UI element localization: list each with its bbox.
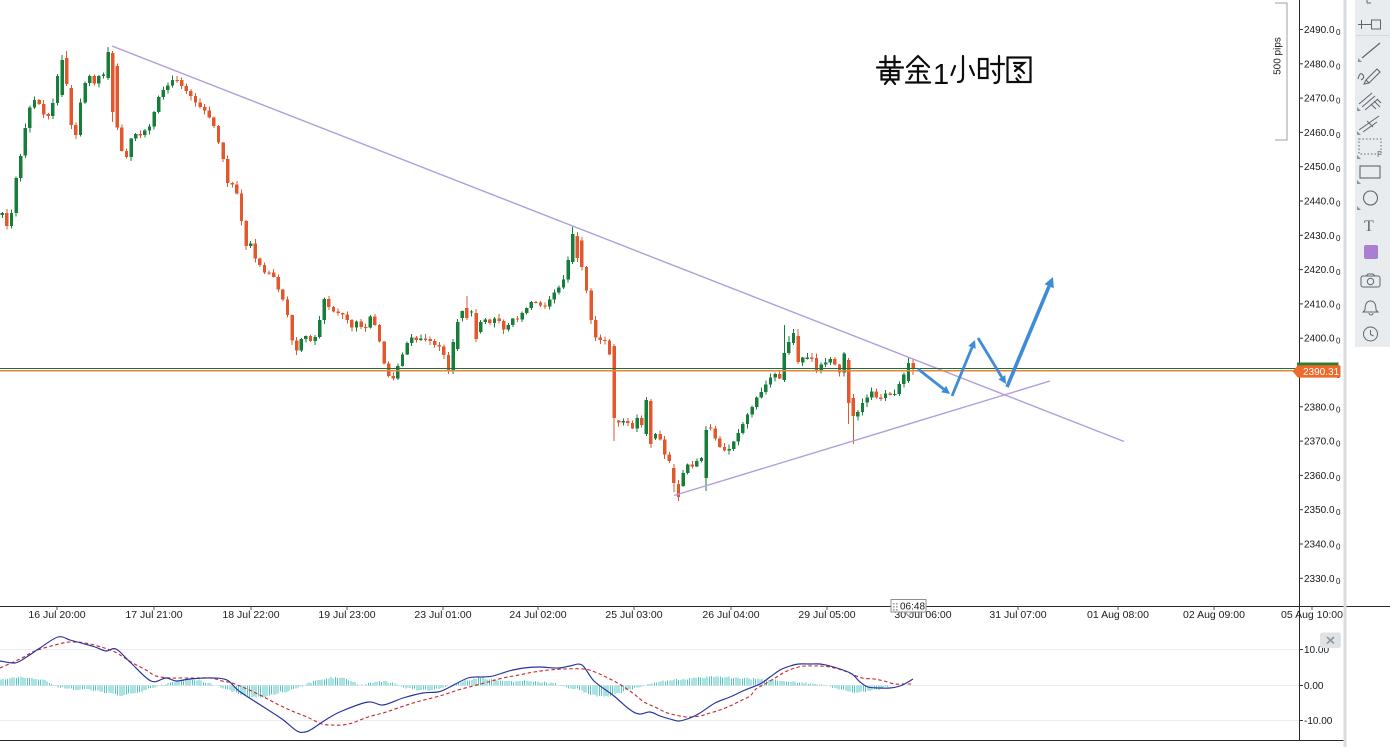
svg-text:26 Jul 04:00: 26 Jul 04:00 — [702, 609, 759, 621]
svg-text:0: 0 — [1336, 131, 1341, 140]
svg-text:2380.0: 2380.0 — [1304, 402, 1335, 413]
svg-text:2330.0: 2330.0 — [1304, 574, 1335, 585]
svg-text:2400.0: 2400.0 — [1304, 334, 1335, 345]
svg-text:2370.0: 2370.0 — [1304, 437, 1335, 448]
svg-text:T: T — [1364, 218, 1374, 235]
svg-text:18 Jul 22:00: 18 Jul 22:00 — [222, 609, 279, 621]
svg-text:2440.0: 2440.0 — [1304, 197, 1335, 208]
svg-text:0: 0 — [1336, 268, 1341, 277]
svg-text:24 Jul 02:00: 24 Jul 02:00 — [509, 609, 566, 621]
svg-text:06:48: 06:48 — [900, 602, 925, 613]
svg-text:29 Jul 05:00: 29 Jul 05:00 — [798, 609, 855, 621]
svg-text:0: 0 — [1336, 337, 1341, 346]
svg-text:0: 0 — [1336, 302, 1341, 311]
svg-text:19 Jul 23:00: 19 Jul 23:00 — [318, 609, 375, 621]
svg-text:0.00: 0.00 — [1304, 681, 1324, 692]
svg-text:0: 0 — [1336, 405, 1341, 414]
svg-text:02 Aug 09:00: 02 Aug 09:00 — [1183, 609, 1245, 621]
svg-text:10.00: 10.00 — [1304, 645, 1329, 656]
svg-text:2490.0: 2490.0 — [1304, 25, 1335, 36]
svg-text:F: F — [1377, 150, 1382, 159]
svg-text:0: 0 — [1336, 234, 1341, 243]
svg-text:2340.0: 2340.0 — [1304, 540, 1335, 551]
svg-text:2360.0: 2360.0 — [1304, 471, 1335, 482]
svg-text:01 Aug 08:00: 01 Aug 08:00 — [1087, 609, 1149, 621]
svg-text:0: 0 — [1336, 62, 1341, 71]
svg-text:17 Jul 21:00: 17 Jul 21:00 — [125, 609, 182, 621]
svg-text:0: 0 — [1336, 474, 1341, 483]
svg-text:0: 0 — [1336, 165, 1341, 174]
svg-text:500 pips: 500 pips — [1273, 37, 1284, 75]
svg-text:2390.31: 2390.31 — [1303, 367, 1340, 378]
svg-text:0: 0 — [1336, 28, 1341, 37]
svg-text:0: 0 — [1336, 543, 1341, 552]
svg-text:0: 0 — [1336, 577, 1341, 586]
svg-text:0: 0 — [1336, 97, 1341, 106]
svg-text:1: 1 — [933, 59, 949, 91]
svg-text:0: 0 — [1336, 200, 1341, 209]
svg-text:2420.0: 2420.0 — [1304, 265, 1335, 276]
svg-text:2450.0: 2450.0 — [1304, 162, 1335, 173]
svg-text:23 Jul 01:00: 23 Jul 01:00 — [414, 609, 471, 621]
svg-text:31 Jul 07:00: 31 Jul 07:00 — [989, 609, 1046, 621]
svg-text:0: 0 — [1336, 440, 1341, 449]
svg-text:25 Jul 03:00: 25 Jul 03:00 — [605, 609, 662, 621]
svg-text:2460.0: 2460.0 — [1304, 128, 1335, 139]
svg-text:-10.00: -10.00 — [1304, 716, 1333, 727]
svg-text:0: 0 — [1336, 508, 1341, 517]
svg-text:16 Jul 20:00: 16 Jul 20:00 — [28, 609, 85, 621]
svg-text:2470.0: 2470.0 — [1304, 94, 1335, 105]
svg-text:2480.0: 2480.0 — [1304, 59, 1335, 70]
svg-text:2350.0: 2350.0 — [1304, 505, 1335, 516]
svg-text:05 Aug 10:00: 05 Aug 10:00 — [1281, 609, 1343, 621]
svg-text:2430.0: 2430.0 — [1304, 231, 1335, 242]
svg-text:2410.0: 2410.0 — [1304, 299, 1335, 310]
